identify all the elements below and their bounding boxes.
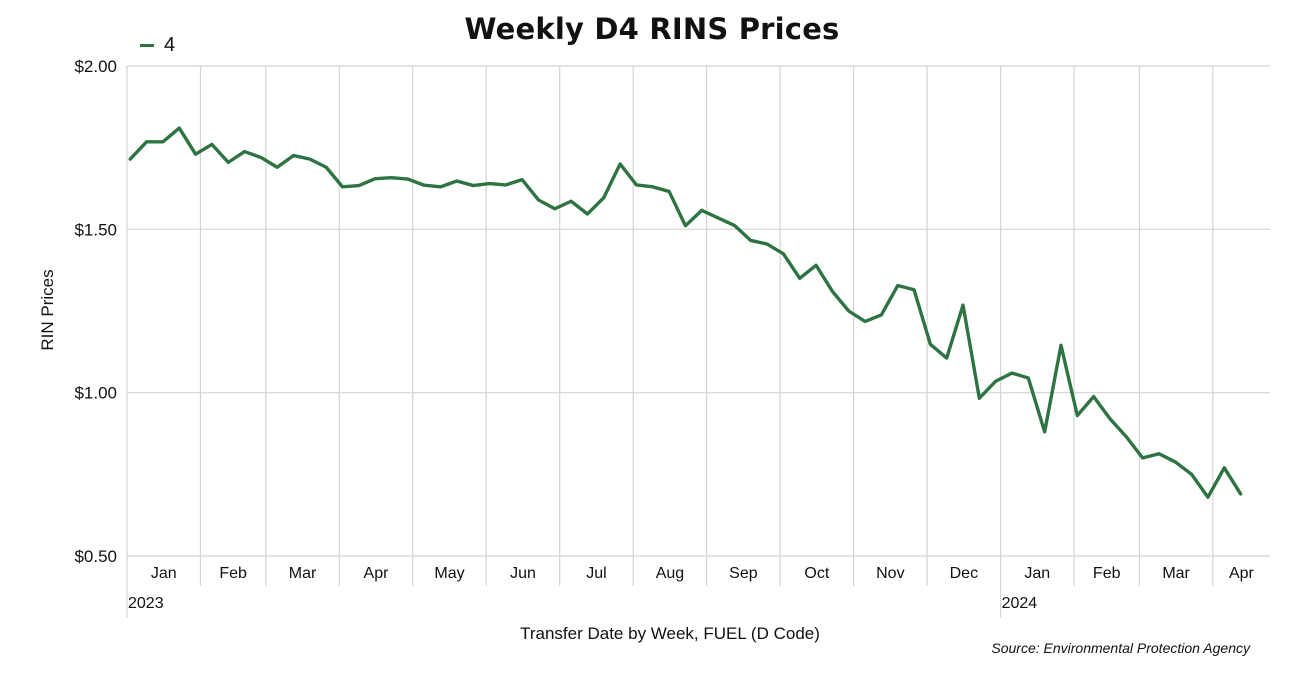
legend: 4 <box>140 34 175 57</box>
legend-swatch <box>140 44 154 47</box>
x-tick-label: Jun <box>510 565 536 582</box>
x-axis-label: Transfer Date by Week, FUEL (D Code) <box>520 624 820 643</box>
x-tick-label: Sep <box>729 565 758 582</box>
x-tick-label: Dec <box>950 565 978 582</box>
y-tick-label: $0.50 <box>74 547 117 566</box>
x-tick-label: Mar <box>1162 565 1190 582</box>
y-tick-label: $2.00 <box>74 57 117 76</box>
y-tick-label: $1.00 <box>74 384 117 403</box>
x-tick-label: Aug <box>656 565 684 582</box>
x-tick-label: Mar <box>289 565 317 582</box>
year-label: 2024 <box>1002 595 1038 612</box>
series-line-4 <box>128 126 1243 499</box>
y-tick-label: $1.50 <box>74 220 117 239</box>
x-tick-label: Feb <box>219 565 247 582</box>
x-tick-label: Apr <box>364 565 390 582</box>
x-tick-label: May <box>434 565 464 582</box>
y-axis-label: RIN Prices <box>38 269 57 351</box>
legend-label: 4 <box>164 34 176 56</box>
x-tick-label: Oct <box>804 565 829 582</box>
x-tick-label: Nov <box>876 565 904 582</box>
x-tick-label: Feb <box>1093 565 1121 582</box>
x-tick-label: Apr <box>1229 565 1255 582</box>
chart-title: Weekly D4 RINS Prices <box>464 12 840 46</box>
x-tick-label: Jan <box>1024 565 1050 582</box>
x-tick-label: Jul <box>586 565 606 582</box>
source-note: Source: Environmental Protection Agency <box>991 640 1250 656</box>
x-tick-label: Jan <box>151 565 177 582</box>
year-label: 2023 <box>128 595 164 612</box>
